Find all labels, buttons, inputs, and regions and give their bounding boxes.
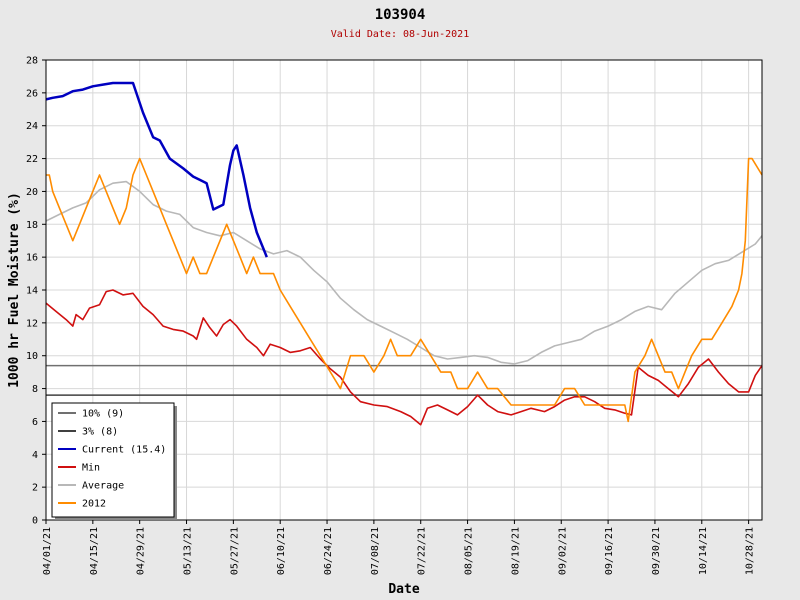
x-tick-label: 09/02/21: [557, 527, 568, 575]
x-tick-label: 10/14/21: [698, 527, 709, 575]
threshold-lines: [46, 364, 762, 396]
x-tick-label: 08/19/21: [510, 527, 521, 575]
y-tick-label: 12: [26, 318, 38, 329]
legend-entry: Average: [82, 481, 124, 492]
y-tick-label: 4: [32, 450, 38, 461]
y-tick-label: 10: [26, 351, 38, 362]
x-tick-label: 06/24/21: [323, 527, 334, 575]
y-tick-label: 18: [26, 220, 38, 231]
y-tick-label: 26: [26, 88, 38, 99]
y-tick-label: 8: [32, 384, 38, 395]
x-tick-label: 04/29/21: [136, 527, 147, 575]
legend-box: [51, 402, 175, 518]
legend: 10% (9) 3% (8) Current (15.4) Min Average 201…: [51, 402, 177, 520]
series-line: [45, 81, 268, 258]
legend-entry: 10% (9): [82, 409, 124, 420]
y-tick-label: 0: [32, 516, 38, 527]
y-tick-label: 14: [26, 286, 38, 297]
x-axis-ticks: 04/01/21 04/15/21 04/29/21 05/13/21 05/27/21…: [42, 520, 756, 575]
series-line: [45, 180, 763, 365]
x-tick-label: 04/01/21: [42, 527, 53, 575]
chart-title: 103904: [375, 7, 426, 23]
series-line: [45, 289, 763, 426]
x-tick-label: 07/22/21: [417, 527, 428, 575]
x-tick-label: 05/27/21: [229, 527, 240, 575]
y-tick-label: 6: [32, 417, 38, 428]
y-tick-label: 24: [26, 121, 38, 132]
series-lines: [45, 81, 763, 426]
legend-entry: 2012: [82, 499, 106, 510]
x-tick-label: 05/13/21: [183, 527, 194, 575]
x-tick-label: 04/15/21: [89, 527, 100, 575]
y-tick-label: 2: [32, 483, 38, 494]
legend-entry: Current (15.4): [82, 445, 166, 456]
x-axis-label: Date: [388, 582, 419, 597]
x-tick-label: 09/30/21: [651, 527, 662, 575]
y-tick-label: 22: [26, 154, 38, 165]
y-tick-label: 20: [26, 187, 38, 198]
x-tick-label: 09/16/21: [604, 527, 615, 575]
legend-entry: Min: [82, 463, 100, 474]
y-tick-label: 16: [26, 253, 38, 264]
legend-entry: 3% (8): [82, 427, 118, 438]
x-tick-label: 06/10/21: [276, 527, 287, 575]
y-tick-label: 28: [26, 56, 38, 67]
chart-subtitle: Valid Date: 08-Jun-2021: [331, 29, 469, 40]
y-axis-label: 1000 hr Fuel Moisture (%): [7, 192, 22, 388]
x-tick-label: 10/28/21: [745, 527, 756, 575]
x-tick-label: 07/08/21: [370, 527, 381, 575]
series-line: [46, 157, 763, 423]
x-tick-label: 08/05/21: [464, 527, 475, 575]
